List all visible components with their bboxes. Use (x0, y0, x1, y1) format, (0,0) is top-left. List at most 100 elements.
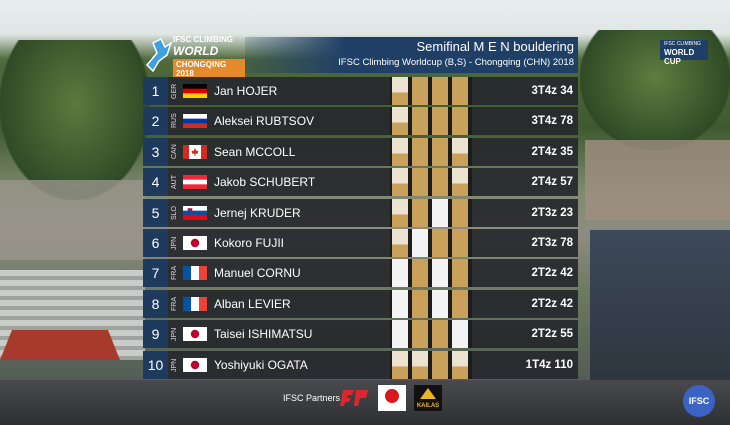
flag-shape (183, 144, 207, 159)
result-row: 9 JPN Taisei ISHIMATSU 2T2z 55 (143, 320, 578, 349)
rock-wall (585, 140, 730, 220)
country-code: JPN (171, 327, 178, 341)
country-code: RUS (171, 114, 178, 129)
rank: 8 (143, 289, 168, 318)
country-code: FRA (171, 296, 178, 311)
boulder-cell (392, 168, 408, 197)
climber-icon (145, 37, 173, 73)
score: 3T4z 78 (531, 115, 573, 128)
score: 2T2z 42 (531, 297, 573, 310)
rank: 1 (143, 77, 168, 105)
rank: 9 (143, 320, 168, 349)
flag (183, 327, 207, 342)
athlete-name: Jan HOJER (214, 84, 278, 98)
country-code: CAN (171, 144, 178, 160)
boulder-cell (392, 350, 408, 379)
flag (183, 266, 208, 281)
boulder-cell (452, 168, 468, 197)
flag-part (190, 329, 200, 339)
corner-logo-text: IFSC CLIMBING (664, 41, 701, 47)
boulder-cell (412, 229, 428, 257)
flag (183, 236, 207, 250)
flag-shape (183, 236, 207, 250)
boulder-cell (432, 259, 448, 288)
partner-logo-shape (420, 388, 436, 399)
flag (183, 144, 207, 159)
logo-text: CHONGQING 2018 (173, 59, 245, 79)
tent (0, 330, 120, 360)
boulder-cell (392, 137, 408, 166)
athlete-name: Aleksei RUBTSOV (214, 114, 315, 129)
country-code: GER (171, 83, 178, 99)
flag-shape (183, 205, 207, 220)
boulder-cell (392, 229, 408, 257)
score: 2T2z 42 (531, 267, 573, 280)
corner-logo: IFSC CLIMBING WORLD CUP (660, 40, 708, 66)
flag-shape (183, 84, 207, 99)
athlete-name: Kokoro FUJII (214, 236, 285, 250)
partner-mark (340, 390, 368, 406)
boulder-cell (392, 198, 408, 227)
boulder-strip (390, 229, 472, 257)
rank: 3 (143, 137, 168, 166)
boulder-strip (390, 350, 472, 379)
header-bar: Semifinal M E N bouldering IFSC Climbing… (245, 37, 578, 73)
flag-part (191, 147, 199, 156)
flag-part (187, 207, 193, 214)
header-title: Semifinal M E N bouldering (416, 39, 574, 54)
score: 3T4z 34 (531, 85, 573, 97)
flag-part (190, 238, 200, 248)
boulder-cell (432, 137, 448, 166)
boulder-cell (432, 320, 448, 349)
result-row: 5 SLO Jernej KRUDER 2T3z 23 (143, 198, 578, 227)
boulder-strip (390, 168, 472, 197)
rank: 10 (143, 350, 168, 379)
boulder-cell (432, 107, 448, 136)
flag-part (190, 360, 200, 369)
boulder-cell (432, 168, 448, 197)
flag (183, 296, 208, 311)
boulder-cell (392, 77, 408, 105)
athlete-name: Manuel CORNU (214, 266, 301, 281)
rank: 2 (143, 107, 168, 136)
flag (183, 84, 207, 99)
boulder-cell (452, 77, 468, 105)
rank: 7 (143, 259, 168, 288)
boulder-cell (412, 137, 428, 166)
boulder-cell (432, 77, 448, 105)
boulder-cell (412, 198, 428, 227)
event-logo: IFSC CLIMBING WORLD CUP CHONGQING 2018 (143, 33, 245, 79)
flag-part (183, 119, 207, 125)
result-row: 4 AUT Jakob SCHUBERT 2T4z 57 (143, 168, 578, 197)
flag-part (183, 84, 207, 89)
athlete-name: Jernej KRUDER (214, 205, 301, 220)
boulder-cell (432, 350, 448, 379)
country-code: FRA (171, 266, 178, 281)
flag-part (199, 296, 208, 311)
flag-shape (183, 114, 207, 129)
flag-shape (183, 327, 207, 342)
flag-part (183, 88, 207, 94)
score: 2T4z 35 (531, 145, 573, 158)
result-row: 8 FRA Alban LEVIER 2T2z 42 (143, 289, 578, 318)
athlete-name: Jakob SCHUBERT (214, 175, 316, 190)
flag-part (191, 296, 200, 311)
boulder-cell (392, 289, 408, 318)
boulder-cell (452, 229, 468, 257)
partners-label: IFSC Partners (283, 393, 341, 403)
score: 1T4z 110 (525, 358, 573, 371)
boulder-strip (390, 289, 472, 318)
flag-part (183, 210, 207, 216)
boulder-cell (452, 137, 468, 166)
boulder-cell (432, 289, 448, 318)
flag (183, 205, 207, 220)
flag-part (183, 93, 207, 99)
flag-part (183, 266, 192, 281)
flag-part (183, 214, 207, 220)
flag-part (183, 205, 207, 211)
boulder-cell (452, 107, 468, 136)
flag-part (183, 184, 207, 190)
trees (0, 40, 150, 200)
header-subtitle: IFSC Climbing Worldcup (B,S) - Chongqing… (338, 57, 574, 68)
